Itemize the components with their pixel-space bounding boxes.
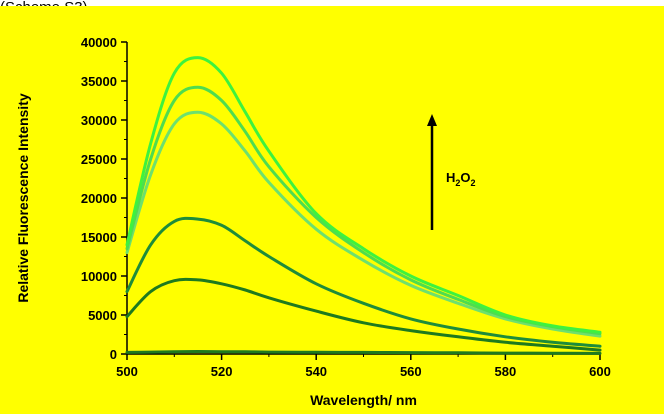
y-tick-label: 20000 xyxy=(81,191,117,206)
h2o2-arrow-head xyxy=(427,114,437,126)
y-tick-label: 40000 xyxy=(81,35,117,50)
chart-svg: 0 5000 10000 15000 20000 25000 30000 35000 40000… xyxy=(15,35,611,408)
h2o2-label-part: O xyxy=(460,170,470,185)
x-tick-label: 580 xyxy=(495,364,517,379)
y-axis-label: Relative Fluorescence Intensity xyxy=(15,93,31,303)
y-tick-label: 5000 xyxy=(88,308,117,323)
y-tick-label: 10000 xyxy=(81,269,117,284)
y-tick-label: 25000 xyxy=(81,152,117,167)
x-tick-label: 520 xyxy=(211,364,233,379)
y-tick-label: 0 xyxy=(110,347,117,362)
series-line-6 xyxy=(125,56,602,334)
series-line-2 xyxy=(125,277,602,352)
y-tick-label: 15000 xyxy=(81,230,117,245)
y-tick-label: 35000 xyxy=(81,74,117,89)
x-tick-label: 500 xyxy=(116,364,138,379)
x-tick-label: 600 xyxy=(589,364,611,379)
series-line-1 xyxy=(125,350,602,355)
series-line-5 xyxy=(125,85,602,336)
series-line-4 xyxy=(125,110,602,338)
series-group xyxy=(125,56,602,355)
h2o2-label-part: H xyxy=(446,170,455,185)
y-tick-label: 30000 xyxy=(81,113,117,128)
axes: 0 5000 10000 15000 20000 25000 30000 35000 40000… xyxy=(81,35,611,379)
x-tick-label: 540 xyxy=(305,364,327,379)
h2o2-label-part: 2 xyxy=(471,178,476,188)
x-axis-label: Wavelength/ nm xyxy=(310,392,417,408)
series-line-3 xyxy=(125,216,602,348)
h2o2-label-part: 2 xyxy=(455,178,460,188)
annotation-group: H2O2 xyxy=(427,114,476,230)
x-tick-label: 560 xyxy=(400,364,422,379)
h2o2-label: H2O2 xyxy=(446,170,476,188)
chart-figure: 0 5000 10000 15000 20000 25000 30000 35000 40000… xyxy=(0,6,664,414)
